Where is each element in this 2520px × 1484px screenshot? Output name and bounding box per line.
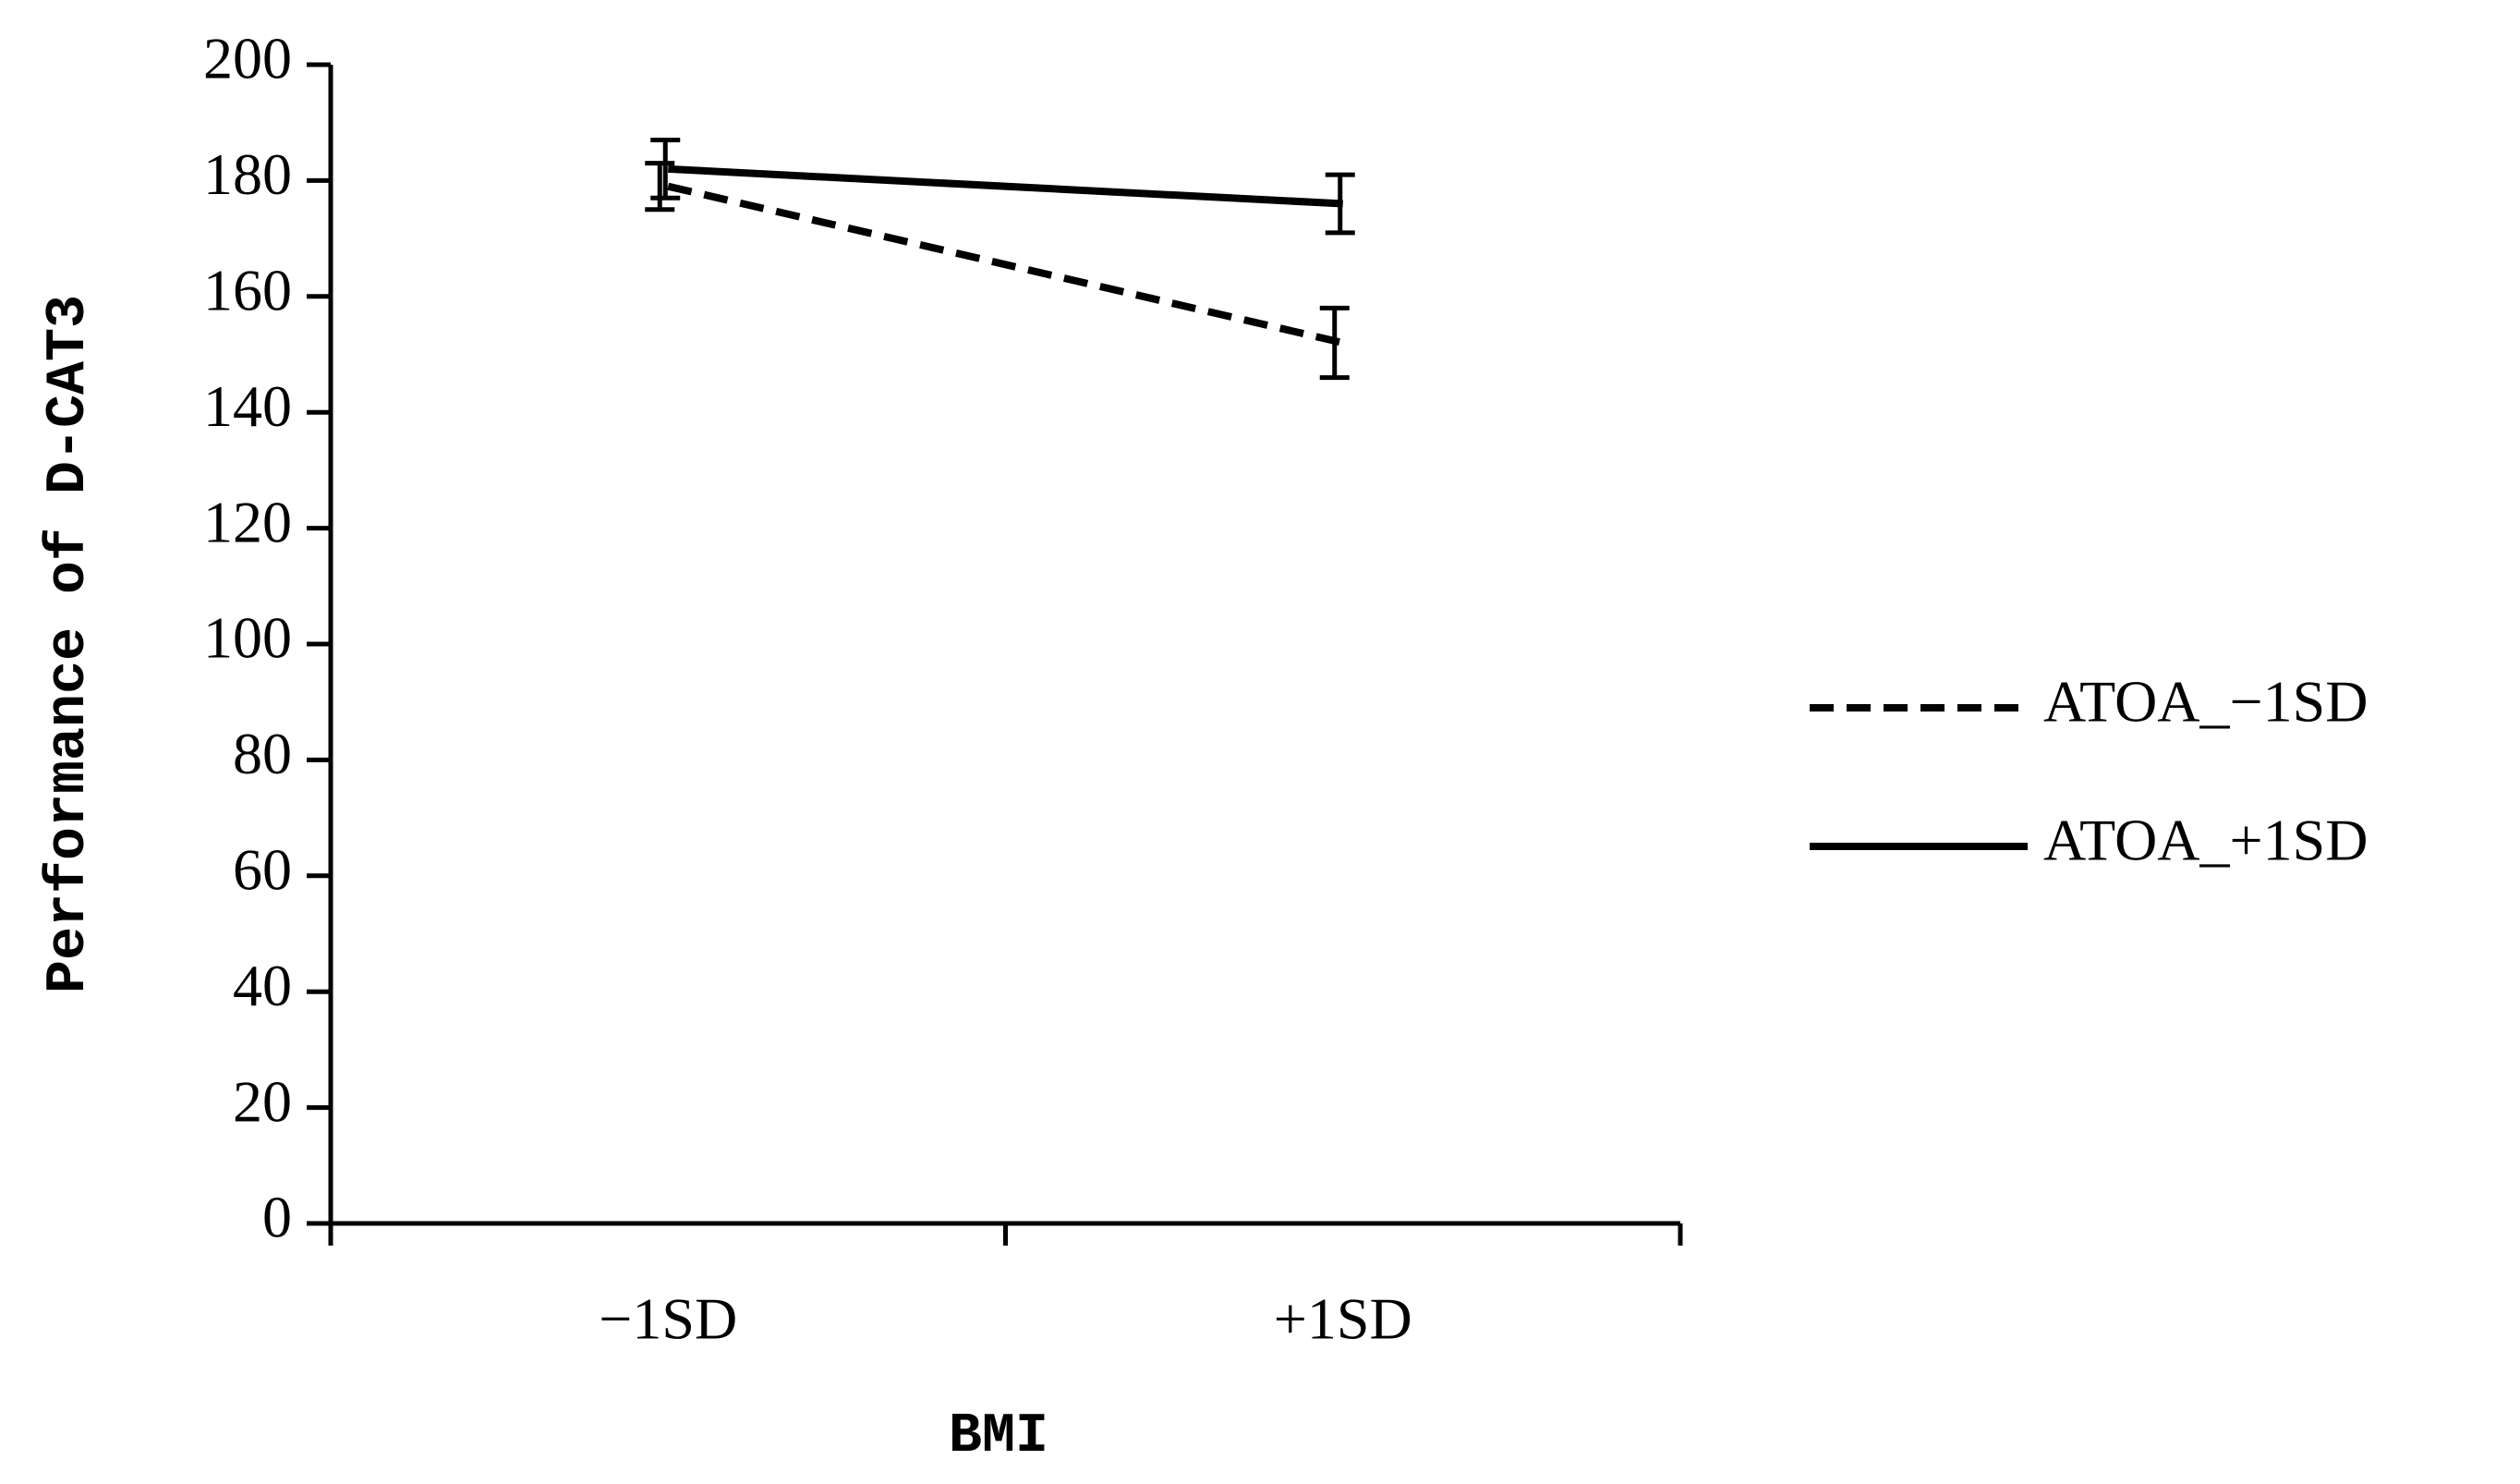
error-bar (645, 161, 675, 213)
y-tick-label: 140 (203, 373, 292, 439)
error-bar (1319, 305, 1350, 381)
y-tick-label: 120 (203, 489, 292, 554)
x-tick-label: −1SD (599, 1286, 737, 1352)
y-tick-label: 180 (203, 141, 292, 207)
y-tick-label: 0 (262, 1185, 292, 1250)
x-axis-title: BMI (949, 1405, 1048, 1468)
series-line (668, 164, 1343, 208)
y-tick-label: 20 (233, 1068, 292, 1134)
y-tick-label: 200 (203, 26, 292, 91)
y-tick-label: 160 (203, 257, 292, 322)
error-bar (1325, 172, 1355, 236)
y-tick-label: 40 (233, 953, 292, 1018)
legend-label: ATOA_−1SD (2043, 669, 2368, 735)
y-tick-label: 80 (233, 721, 292, 786)
legend-label: ATOA_+1SD (2043, 808, 2368, 873)
y-tick-label: 100 (203, 605, 292, 671)
x-tick-label: +1SD (1274, 1286, 1412, 1352)
error-bar (650, 138, 681, 201)
series-line (667, 182, 1344, 347)
y-axis-title: Performance of D-CAT3 (38, 295, 101, 993)
y-tick-label: 60 (233, 836, 292, 902)
